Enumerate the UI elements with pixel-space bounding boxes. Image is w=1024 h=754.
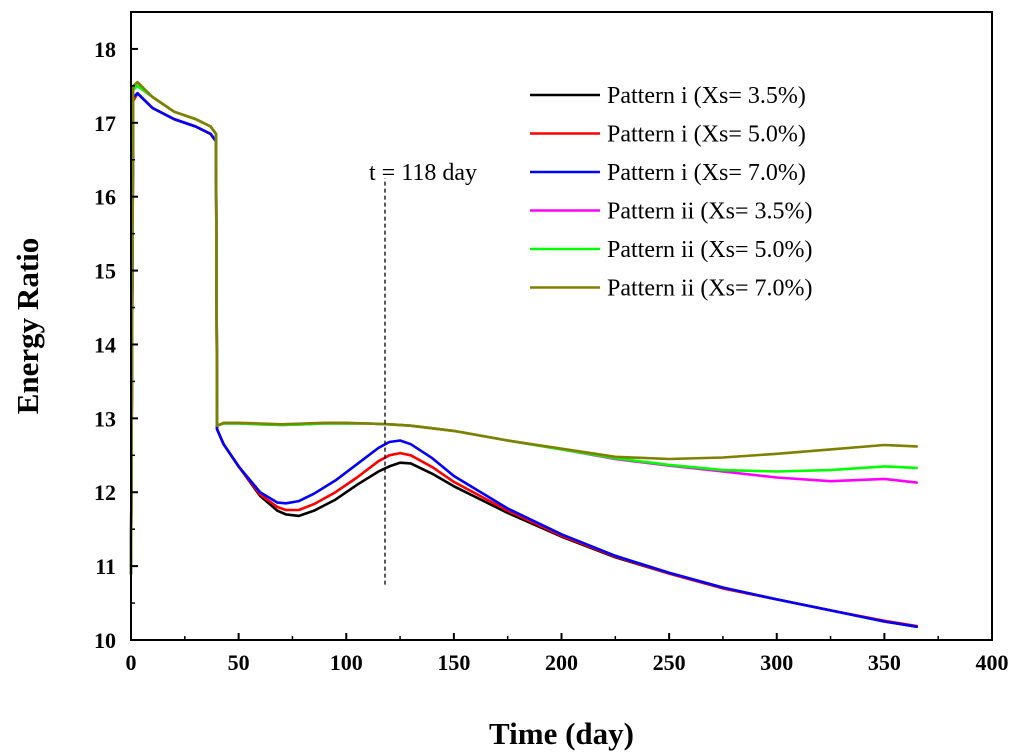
legend-label-5: Pattern ii (Xs= 5.0%) [607, 237, 813, 263]
legend-label-1: Pattern i (Xs= 3.5%) [607, 83, 806, 109]
y-tick-label: 12 [94, 480, 116, 505]
legend-label-6: Pattern ii (Xs= 7.0%) [607, 276, 813, 302]
plot-frame [130, 11, 993, 641]
y-tick-label: 11 [95, 554, 116, 579]
y-axis-title: Energy Ratio [10, 238, 45, 415]
x-tick-label: 300 [760, 650, 793, 675]
series-line-3 [129, 92, 919, 629]
x-tick-label: 0 [126, 650, 137, 675]
x-axis: 0 50 100 150 200 250 300 350 400 [126, 633, 1009, 675]
x-axis-title: Time (day) [489, 716, 634, 751]
x-tick-label: 350 [868, 650, 901, 675]
annotation-label: t = 118 day [369, 160, 477, 186]
legend-label-2: Pattern i (Xs= 5.0%) [607, 122, 806, 148]
y-axis: 10 11 12 13 14 15 16 17 18 [94, 37, 138, 653]
y-tick-label: 15 [94, 259, 116, 284]
legend: Pattern i (Xs= 3.5%) Pattern i (Xs= 5.0%)… [530, 83, 813, 302]
y-tick-label: 10 [94, 628, 116, 653]
y-tick-label: 18 [94, 37, 116, 62]
x-tick-label: 200 [545, 650, 578, 675]
y-tick-label: 13 [94, 406, 116, 431]
y-tick-label: 16 [94, 185, 116, 210]
x-tick-label: 250 [653, 650, 686, 675]
series-line-6 [129, 80, 919, 575]
x-tick-label: 400 [976, 650, 1009, 675]
y-tick-label: 17 [94, 111, 116, 136]
x-tick-label: 150 [437, 650, 470, 675]
x-tick-label: 50 [228, 650, 250, 675]
x-tick-label: 100 [330, 650, 363, 675]
y-tick-label: 14 [94, 332, 116, 357]
legend-label-3: Pattern i (Xs= 7.0%) [607, 160, 806, 186]
plot-lines [129, 80, 919, 629]
legend-label-4: Pattern ii (Xs= 3.5%) [607, 199, 813, 225]
